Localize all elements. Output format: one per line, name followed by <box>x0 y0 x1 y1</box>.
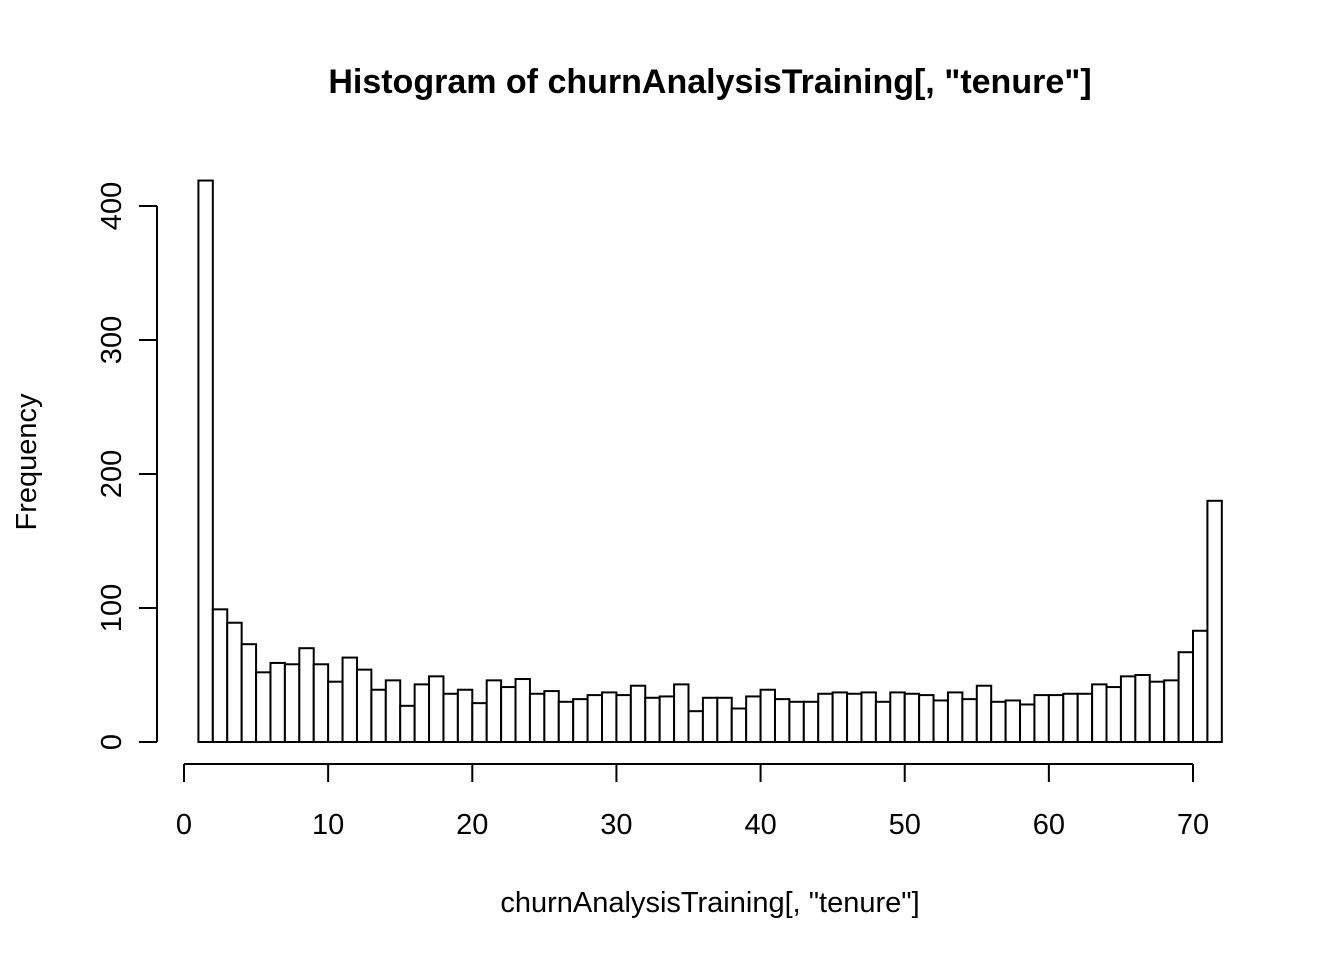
histogram-bar <box>802 700 820 743</box>
x-tick-label: 0 <box>176 809 192 841</box>
y-tick-label: 400 <box>96 182 128 230</box>
histogram-bars <box>197 179 1223 744</box>
histogram-bar <box>399 704 416 744</box>
histogram-bar <box>846 692 863 744</box>
histogram-bar <box>918 694 935 743</box>
histogram-bar <box>701 696 719 744</box>
histogram-bar <box>1047 694 1065 743</box>
histogram-bar <box>1177 651 1194 743</box>
histogram-bar <box>240 643 258 743</box>
histogram-bar <box>572 698 589 743</box>
histogram-bar <box>903 692 921 744</box>
y-axis: 0 100 200 300 400 <box>96 182 158 750</box>
histogram-bar <box>730 707 748 743</box>
histogram-bar <box>370 688 387 743</box>
histogram-bar <box>1062 692 1079 744</box>
histogram-bar <box>615 694 632 743</box>
histogram-bar <box>514 678 531 744</box>
histogram-bar <box>543 690 560 744</box>
histogram-bar <box>528 692 546 744</box>
histogram-bar <box>1033 694 1050 743</box>
y-tick-label: 0 <box>96 734 128 750</box>
histogram-bar <box>874 700 892 743</box>
x-tick-label: 10 <box>312 809 344 841</box>
histogram-bar <box>1119 675 1137 744</box>
histogram-bar <box>990 700 1007 743</box>
histogram-bar <box>327 680 344 744</box>
histogram-bar <box>831 691 849 743</box>
histogram-bar <box>341 656 358 744</box>
histogram-bar <box>601 691 618 743</box>
histogram-bar <box>312 663 330 744</box>
x-axis-label: churnAnalysisTraining[, "tenure"] <box>500 887 919 919</box>
histogram-bar <box>889 691 906 743</box>
histogram-bar <box>269 661 286 743</box>
histogram-bar <box>255 671 272 744</box>
histogram-bar <box>1019 703 1036 743</box>
histogram-bar <box>442 692 459 744</box>
histogram-bar <box>1105 686 1122 743</box>
y-axis-label: Frequency <box>11 393 43 531</box>
histogram-bar <box>860 691 877 743</box>
histogram-bar <box>384 679 402 743</box>
histogram-bar <box>759 688 776 743</box>
histogram-bar <box>471 702 488 744</box>
histogram-bar <box>961 698 978 743</box>
x-tick-label: 40 <box>744 809 776 841</box>
histogram-bar <box>1148 680 1166 744</box>
x-tick-label: 20 <box>456 809 488 841</box>
x-axis: 0 10 20 30 40 50 60 70 <box>176 763 1209 841</box>
x-tick-label: 60 <box>1033 809 1065 841</box>
histogram-bar <box>298 647 315 744</box>
histogram-bar <box>586 694 604 743</box>
histogram-bar <box>644 696 661 744</box>
histogram-bar <box>197 179 214 744</box>
histogram-bar <box>485 679 503 743</box>
y-tick-label: 100 <box>96 584 128 632</box>
histogram-bar <box>557 700 575 743</box>
histogram-bar <box>1206 499 1223 743</box>
histogram-bar <box>817 692 834 744</box>
x-tick-label: 50 <box>889 809 921 841</box>
histogram-bar <box>500 686 517 743</box>
histogram-bar <box>456 688 474 743</box>
histogram-bar <box>428 675 445 744</box>
histogram-bar <box>673 683 690 744</box>
chart-title: Histogram of churnAnalysisTraining[, "te… <box>328 63 1091 101</box>
histogram-bar <box>658 695 676 744</box>
histogram-bar <box>975 684 993 743</box>
histogram-bar <box>226 621 243 743</box>
histogram-bar <box>355 668 373 744</box>
x-tick-label: 30 <box>600 809 632 841</box>
histogram-bar <box>946 691 964 743</box>
histogram-bar <box>1004 699 1022 744</box>
histogram-bar <box>629 684 647 743</box>
histogram-bar <box>788 700 805 743</box>
histogram-bar <box>1091 683 1108 744</box>
histogram-bar <box>1192 629 1209 744</box>
x-tick-label: 70 <box>1177 809 1209 841</box>
histogram-bar <box>1163 679 1180 743</box>
histogram-bar <box>687 710 704 743</box>
y-tick-label: 300 <box>96 316 128 364</box>
histogram-bar <box>413 683 431 744</box>
histogram-bar <box>283 663 301 744</box>
histogram-bar <box>932 699 949 744</box>
histogram-bar <box>716 696 733 744</box>
histogram-bar <box>773 698 791 743</box>
histogram-bar <box>1134 674 1151 743</box>
histogram-bar <box>745 695 762 744</box>
histogram-bar <box>211 608 229 744</box>
y-tick-label: 200 <box>96 450 128 498</box>
histogram-bar <box>1076 692 1094 744</box>
